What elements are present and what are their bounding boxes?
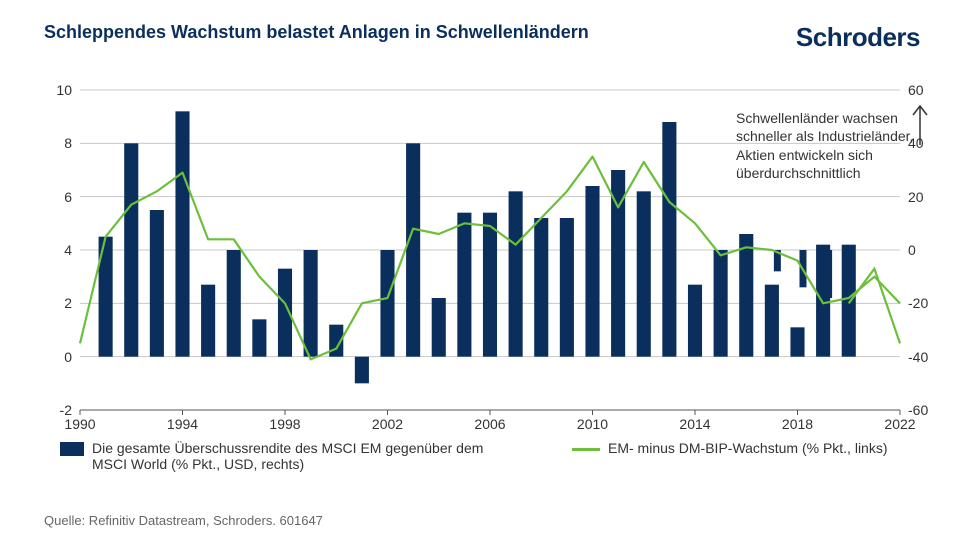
- chart-plot-area: -20246810 -60-40-200204060 1990199419982…: [80, 90, 900, 410]
- brand-logo: Schroders: [796, 22, 920, 53]
- y-right-tick-label: 60: [908, 82, 924, 98]
- legend-item-line: EM- minus DM-BIP-Wachstum (% Pkt., links…: [572, 440, 888, 472]
- y-left-tick-label: 2: [64, 295, 72, 311]
- x-tick-label: 1990: [64, 416, 95, 432]
- y-right-tick-label: -40: [908, 349, 928, 365]
- y-left-tick-label: 6: [64, 189, 72, 205]
- legend-line-text: EM- minus DM-BIP-Wachstum (% Pkt., links…: [608, 440, 888, 456]
- y-left-tick-label: 10: [56, 82, 72, 98]
- legend-item-bar: Die gesamte Überschussrendite des MSCI E…: [60, 440, 512, 472]
- y-left-tick-label: 8: [64, 135, 72, 151]
- legend: Die gesamte Überschussrendite des MSCI E…: [60, 440, 930, 472]
- chart-annotation: Schwellenländer wachsen schneller als In…: [736, 109, 926, 182]
- x-tick-label: 2022: [884, 416, 915, 432]
- x-tick-label: 2014: [679, 416, 710, 432]
- y-right-tick-label: 20: [908, 189, 924, 205]
- y-left-tick-label: 0: [64, 349, 72, 365]
- annotation-text: Schwellenländer wachsen schneller als In…: [736, 110, 913, 181]
- y-right-tick-label: -20: [908, 295, 928, 311]
- chart-title: Schleppendes Wachstum belastet Anlagen i…: [44, 22, 589, 43]
- x-tick-label: 1998: [269, 416, 300, 432]
- up-arrow-icon: [910, 103, 930, 147]
- x-tick-label: 2002: [372, 416, 403, 432]
- legend-swatch-bar: [60, 442, 84, 456]
- y-right-tick-label: 0: [908, 242, 916, 258]
- x-tick-label: 2010: [577, 416, 608, 432]
- y-left-tick-label: 4: [64, 242, 72, 258]
- x-tick-label: 2006: [474, 416, 505, 432]
- legend-swatch-line: [572, 448, 600, 451]
- source-text: Quelle: Refinitiv Datastream, Schroders.…: [44, 513, 323, 528]
- x-tick-label: 1994: [167, 416, 198, 432]
- x-tick-label: 2018: [782, 416, 813, 432]
- legend-bar-text: Die gesamte Überschussrendite des MSCI E…: [92, 440, 512, 472]
